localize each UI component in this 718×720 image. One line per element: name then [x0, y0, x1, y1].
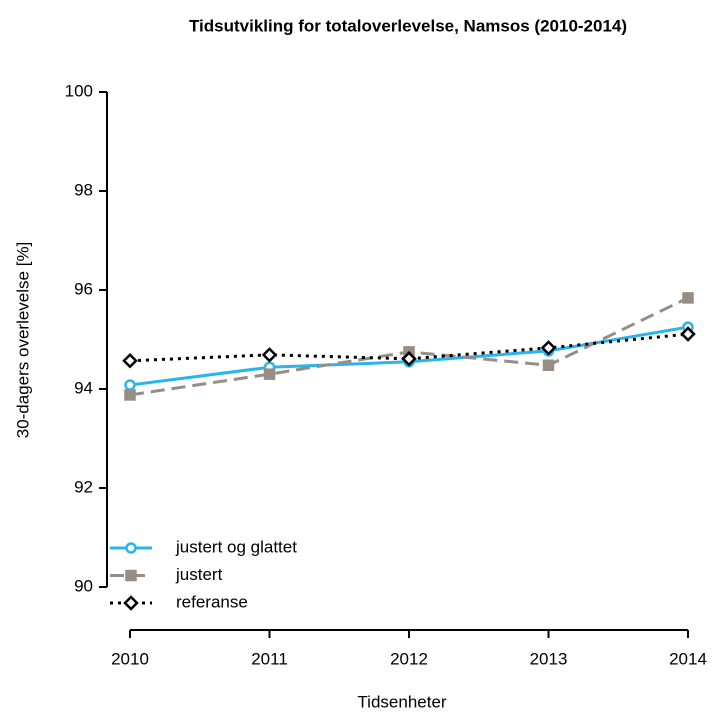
legend-label: justert [175, 565, 223, 584]
data-point [261, 347, 278, 363]
x-axis-label: Tidsenheter [357, 692, 446, 711]
x-tick-label: 2012 [390, 649, 428, 668]
y-tick-label: 96 [74, 279, 93, 298]
data-point [124, 389, 136, 401]
data-point [682, 292, 694, 304]
data-point [542, 359, 555, 371]
legend-label: referanse [176, 592, 248, 611]
data-point [680, 326, 696, 342]
data-point [401, 351, 417, 367]
data-point [124, 379, 136, 391]
x-tick-label: 2013 [530, 649, 568, 668]
series-line [129, 332, 689, 363]
y-tick-label: 94 [74, 378, 93, 397]
data-point [122, 353, 138, 369]
legend-label: justert og glattet [175, 537, 297, 556]
y-tick-label: 98 [74, 180, 93, 199]
y-axis-label: 30-dagers overlevelse [%] [13, 242, 32, 439]
x-tick-label: 2010 [111, 649, 149, 668]
chart-title: Tidsutvikling for totaloverlevelse, Nams… [189, 16, 627, 35]
y-tick-label: 90 [74, 576, 93, 595]
x-tick-label: 2011 [251, 649, 288, 668]
legend-marker [125, 542, 137, 554]
y-tick-label: 92 [74, 477, 93, 496]
legend-marker [125, 569, 137, 582]
legend-marker [123, 595, 139, 611]
y-tick-label: 100 [65, 81, 93, 100]
data-point [540, 340, 557, 356]
data-point [263, 368, 276, 380]
x-tick-label: 2014 [669, 649, 707, 668]
